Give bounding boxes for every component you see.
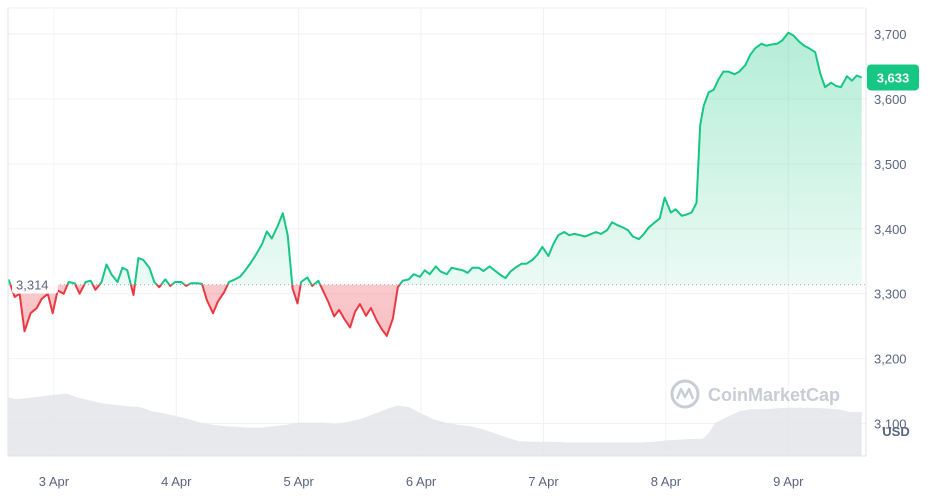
current-price-label: 3,633 xyxy=(877,70,910,85)
x-tick-label-0: 3 Apr xyxy=(39,474,70,489)
y-tick-label-6: 3,100 xyxy=(874,417,907,432)
volume-layer xyxy=(8,393,862,456)
y-tick-label-3: 3,400 xyxy=(874,222,907,237)
area-fill-layer xyxy=(8,32,862,336)
volume-area xyxy=(8,393,862,456)
area-fill-up xyxy=(8,32,862,285)
baseline-badge: 3,314 xyxy=(12,274,58,294)
y-tick-label-5: 3,200 xyxy=(874,352,907,367)
price-line-up xyxy=(7,31,863,285)
x-tick-label-5: 8 Apr xyxy=(651,474,682,489)
x-tick-label-3: 6 Apr xyxy=(406,474,437,489)
currency-label: USD xyxy=(882,424,909,439)
coinmarketcap-logo-icon xyxy=(670,379,700,409)
y-tick-label-1: 3,600 xyxy=(874,92,907,107)
watermark: CoinMarketCap xyxy=(670,379,840,409)
x-tick-label-2: 5 Apr xyxy=(284,474,315,489)
y-tick-label-0: 3,700 xyxy=(874,27,907,42)
baseline-label: 3,314 xyxy=(16,278,49,293)
x-tick-label-1: 4 Apr xyxy=(161,474,192,489)
y-axis: 3,700 3,600 3,500 3,400 3,300 3,200 3,100 xyxy=(874,27,907,432)
y-tick-label-2: 3,500 xyxy=(874,157,907,172)
watermark-text: CoinMarketCap xyxy=(708,385,840,405)
frame-layer xyxy=(7,7,867,457)
x-tick-label-4: 7 Apr xyxy=(528,474,559,489)
x-tick-label-6: 9 Apr xyxy=(773,474,804,489)
y-tick-label-4: 3,300 xyxy=(874,287,907,302)
x-axis: 3 Apr 4 Apr 5 Apr 6 Apr 7 Apr 8 Apr 9 Apr xyxy=(39,474,804,489)
price-line-layer xyxy=(7,31,863,337)
current-price-badge: 3,633 xyxy=(867,64,919,91)
